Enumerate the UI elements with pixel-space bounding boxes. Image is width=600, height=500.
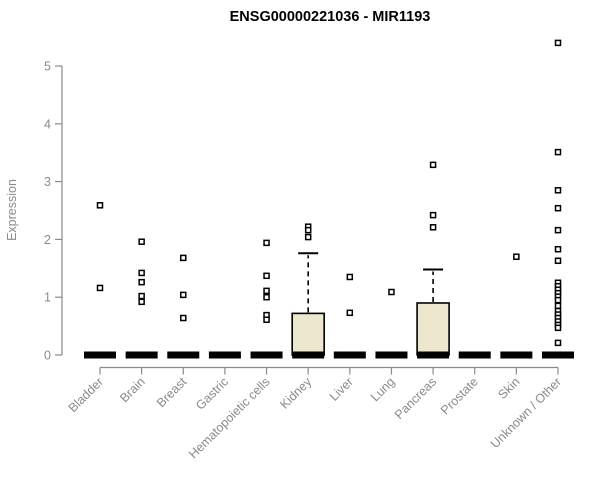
median-bar	[167, 351, 200, 359]
median-bar	[500, 351, 533, 359]
outlier-point	[263, 272, 270, 280]
x-tick-label: Bladder	[66, 375, 106, 415]
x-tick-label: Brain	[117, 375, 148, 406]
outlier-point	[138, 269, 145, 277]
median-bar	[292, 351, 325, 359]
outlier-point	[304, 233, 312, 241]
median-bar	[84, 351, 116, 359]
median-bar	[458, 351, 491, 359]
y-tick-label: 3	[44, 175, 51, 189]
outlier-point	[554, 204, 562, 212]
outlier-point	[96, 284, 104, 292]
median-bar	[375, 351, 408, 359]
y-axis-label: Expression	[5, 179, 19, 241]
outlier-point	[388, 288, 395, 296]
x-tick-label: Lung	[368, 375, 398, 405]
outlier-point	[554, 245, 562, 253]
outlier-point	[304, 226, 312, 234]
y-tick-label: 1	[44, 291, 51, 305]
median-bar	[208, 351, 241, 359]
outlier-point	[346, 309, 354, 317]
median-bar	[542, 351, 574, 359]
chart-title: ENSG00000221036 - MIR1193	[230, 9, 431, 25]
outlier-point	[138, 278, 145, 286]
outlier-point	[138, 238, 145, 245]
outlier-point	[180, 254, 187, 262]
outlier-point	[554, 302, 562, 310]
plot-area: 0 1 2 3 4 5 Bladder Brain Breast GastricHematopoi…	[44, 39, 574, 462]
outlier-point	[263, 239, 270, 247]
box	[291, 312, 325, 356]
box	[416, 302, 450, 356]
outlier-point	[554, 226, 562, 234]
median-bar	[417, 351, 450, 359]
outlier-point	[554, 257, 562, 265]
median-bar	[125, 351, 158, 359]
x-tick-label: Liver	[327, 375, 356, 404]
outlier-point	[554, 339, 562, 347]
outlier-point	[263, 316, 270, 323]
x-tick-label: Prostate	[438, 375, 481, 418]
outlier-point	[429, 224, 437, 231]
x-tick-label: Pancreas	[392, 375, 439, 422]
outlier-point	[554, 148, 562, 156]
outlier-point	[263, 293, 270, 301]
outlier-point	[346, 273, 354, 281]
outlier-point	[554, 187, 562, 194]
y-tick-label: 2	[44, 233, 51, 247]
x-tick-label: Gastric	[193, 375, 231, 413]
outlier-point	[180, 314, 187, 322]
median-bar	[333, 351, 366, 359]
outlier-point	[138, 292, 145, 300]
y-tick-label: 4	[44, 117, 51, 131]
outlier-point	[554, 39, 562, 47]
y-tick-label: 0	[44, 349, 51, 363]
x-tick-label: Unknown / Other	[488, 375, 564, 451]
x-tick-label: Hematopoietic cells	[186, 375, 273, 462]
outlier-point	[554, 324, 562, 332]
median-bar	[250, 351, 283, 359]
outlier-point	[429, 161, 437, 169]
x-tick-label: Kidney	[277, 374, 314, 411]
outlier-point	[263, 287, 270, 295]
x-tick-label: Breast	[154, 374, 190, 410]
outlier-point	[513, 253, 520, 260]
y-tick-label: 5	[44, 60, 51, 74]
outlier-point	[429, 211, 437, 219]
outlier-point	[138, 298, 145, 306]
outlier-point	[96, 202, 104, 209]
x-tick-label: Skin	[495, 375, 522, 402]
outlier-point	[554, 296, 562, 304]
outlier-point	[180, 291, 187, 299]
